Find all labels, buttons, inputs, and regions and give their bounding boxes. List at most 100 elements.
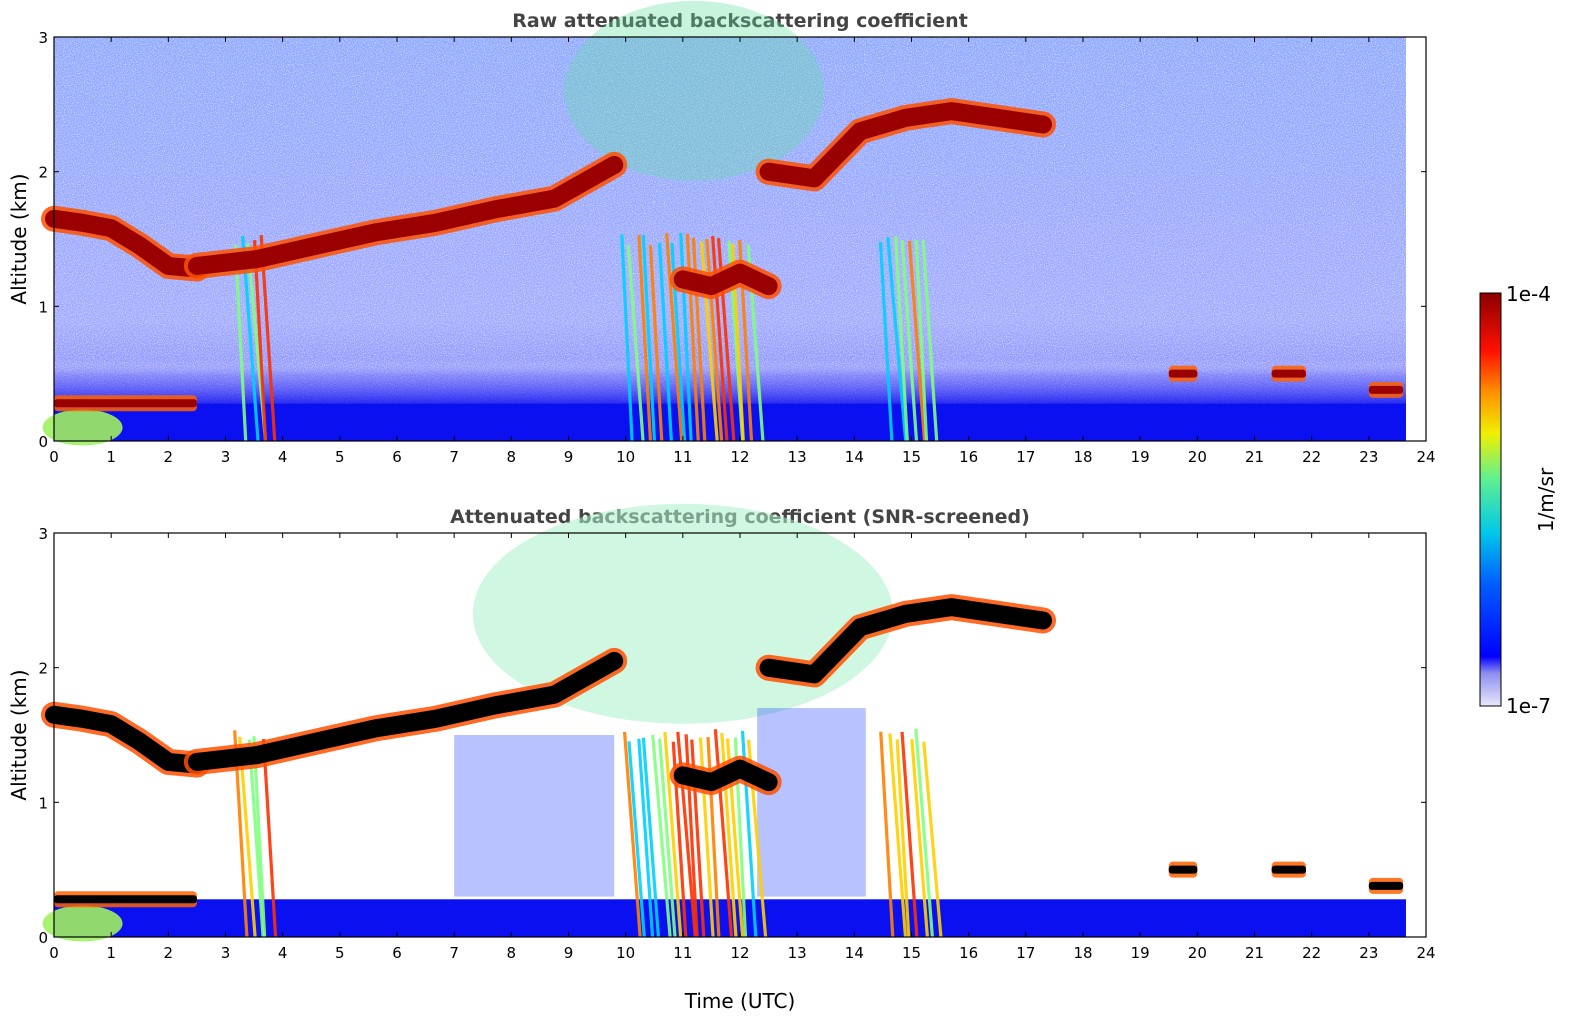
x-tick-label: 17 (1016, 448, 1035, 466)
precipitation-streak (233, 244, 248, 442)
x-tick-label: 24 (1416, 944, 1435, 962)
x-tick-label: 19 (1131, 448, 1150, 466)
x-tick-label: 22 (1302, 944, 1321, 962)
cloud-layer (45, 209, 206, 278)
cloud-layer (759, 598, 1052, 684)
raw-backscatter-panel: Raw attenuated backscattering coefficien… (7, 0, 1436, 466)
precipitation-streak (922, 741, 943, 938)
precipitation-streak (894, 236, 909, 442)
low-cloud (54, 399, 197, 408)
low-cloud (1168, 865, 1198, 874)
precipitation-streak (921, 239, 939, 442)
x-tick-label: 11 (673, 448, 692, 466)
y-tick-label: 0 (38, 929, 48, 947)
x-tick-label: 13 (788, 944, 807, 962)
precipitation-streak (888, 733, 908, 938)
x-tick-label: 6 (392, 944, 402, 962)
x-tick-label: 5 (335, 448, 345, 466)
x-axis: 0 1 2 3 4 5 6 7 8 9 10 11 12 13 14 15 16 17 18 19 20 21 22 23 24 (49, 533, 1436, 962)
daytime-noise (564, 0, 825, 181)
low-cloud (1168, 369, 1198, 378)
x-tick-label: 22 (1302, 448, 1321, 466)
cloud-layer (673, 759, 778, 792)
precipitation-streak (665, 233, 684, 442)
x-tick-label: 7 (449, 448, 459, 466)
x-tick-label: 16 (959, 944, 978, 962)
x-tick-label: 18 (1073, 448, 1092, 466)
precipitation-streak (622, 731, 642, 938)
x-tick-label: 5 (335, 944, 345, 962)
y-tick-label: 2 (38, 164, 48, 182)
precipitation-streak (879, 731, 895, 938)
x-tick-label: 12 (730, 448, 749, 466)
precipitation-streak (252, 240, 268, 442)
x-tick-label: 16 (959, 448, 978, 466)
y-tick-label: 1 (38, 298, 48, 316)
x-tick-label: 0 (49, 448, 59, 466)
x-tick-label: 23 (1359, 448, 1378, 466)
precipitation-streak (914, 728, 934, 938)
x-tick-label: 3 (221, 448, 231, 466)
y-tick-label: 3 (38, 525, 48, 543)
precipitation-streak (914, 239, 929, 442)
precipitation-streak (637, 235, 653, 442)
x-tick-label: 15 (902, 448, 921, 466)
precipitation-streak (878, 241, 894, 442)
precipitation-streak (641, 234, 657, 442)
y-tick-label: 0 (38, 433, 48, 451)
colorbar-unit-label: 1/m/sr (1534, 467, 1558, 532)
cloud-layer (187, 155, 624, 275)
colorbar: 1e-4 1e-7 1/m/sr (1479, 282, 1558, 718)
plot-area (41, 0, 1406, 446)
x-tick-label: 7 (449, 944, 459, 962)
precipitation-streak (261, 738, 278, 938)
plot-area (41, 503, 1406, 942)
x-tick-label: 0 (49, 944, 59, 962)
x-tick-label: 9 (564, 448, 574, 466)
y-axis: 0 1 2 3 (38, 525, 1426, 947)
low-cloud (1368, 385, 1404, 394)
low-cloud (1271, 369, 1306, 378)
x-tick-label: 20 (1188, 944, 1207, 962)
x-tick-label: 17 (1016, 944, 1035, 962)
x-tick-label: 21 (1245, 944, 1264, 962)
precipitation-streak (900, 239, 919, 442)
x-tick-label: 1 (106, 448, 116, 466)
precipitation-streak (238, 736, 257, 938)
cloud-layer (45, 705, 206, 774)
surface-aerosol (42, 409, 123, 446)
x-tick-label: 21 (1245, 448, 1264, 466)
x-axis: 0 1 2 3 4 5 6 7 8 9 10 11 12 13 14 15 16 17 18 19 20 21 22 23 24 (49, 37, 1436, 466)
x-tick-label: 4 (278, 448, 288, 466)
low-cloud (1368, 881, 1404, 890)
precipitation-streak (637, 738, 655, 938)
precipitation-streak (895, 739, 911, 938)
x-tick-label: 10 (616, 448, 635, 466)
colorbar-min-label: 1e-7 (1506, 694, 1551, 718)
x-tick-label: 1 (106, 944, 116, 962)
x-tick-label: 19 (1131, 944, 1150, 962)
cloud-layer (759, 102, 1052, 188)
x-tick-label: 24 (1416, 448, 1435, 466)
precipitation-streak (641, 737, 661, 938)
x-tick-label: 12 (730, 944, 749, 962)
precipitation-streak (620, 234, 634, 442)
x-tick-label: 18 (1073, 944, 1092, 962)
precipitation-streak (886, 237, 908, 442)
y-tick-label: 1 (38, 794, 48, 812)
colorbar-max-label: 1e-4 (1506, 282, 1551, 306)
x-tick-label: 20 (1188, 448, 1207, 466)
precipitation-streak (247, 739, 265, 938)
x-tick-label: 23 (1359, 944, 1378, 962)
x-tick-label: 13 (788, 448, 807, 466)
precipitation-streak (627, 741, 646, 938)
precipitation-streak (252, 736, 267, 938)
x-tick-label: 2 (164, 944, 174, 962)
precipitation-streak (907, 240, 927, 442)
precipitation-streak (910, 739, 930, 938)
x-tick-label: 10 (616, 944, 635, 962)
precipitation-streak (658, 738, 677, 938)
low-cloud (1271, 865, 1306, 874)
x-tick-label: 6 (392, 448, 402, 466)
snr-screened-panel: Attenuated backscattering coefficient (S… (7, 503, 1436, 1013)
